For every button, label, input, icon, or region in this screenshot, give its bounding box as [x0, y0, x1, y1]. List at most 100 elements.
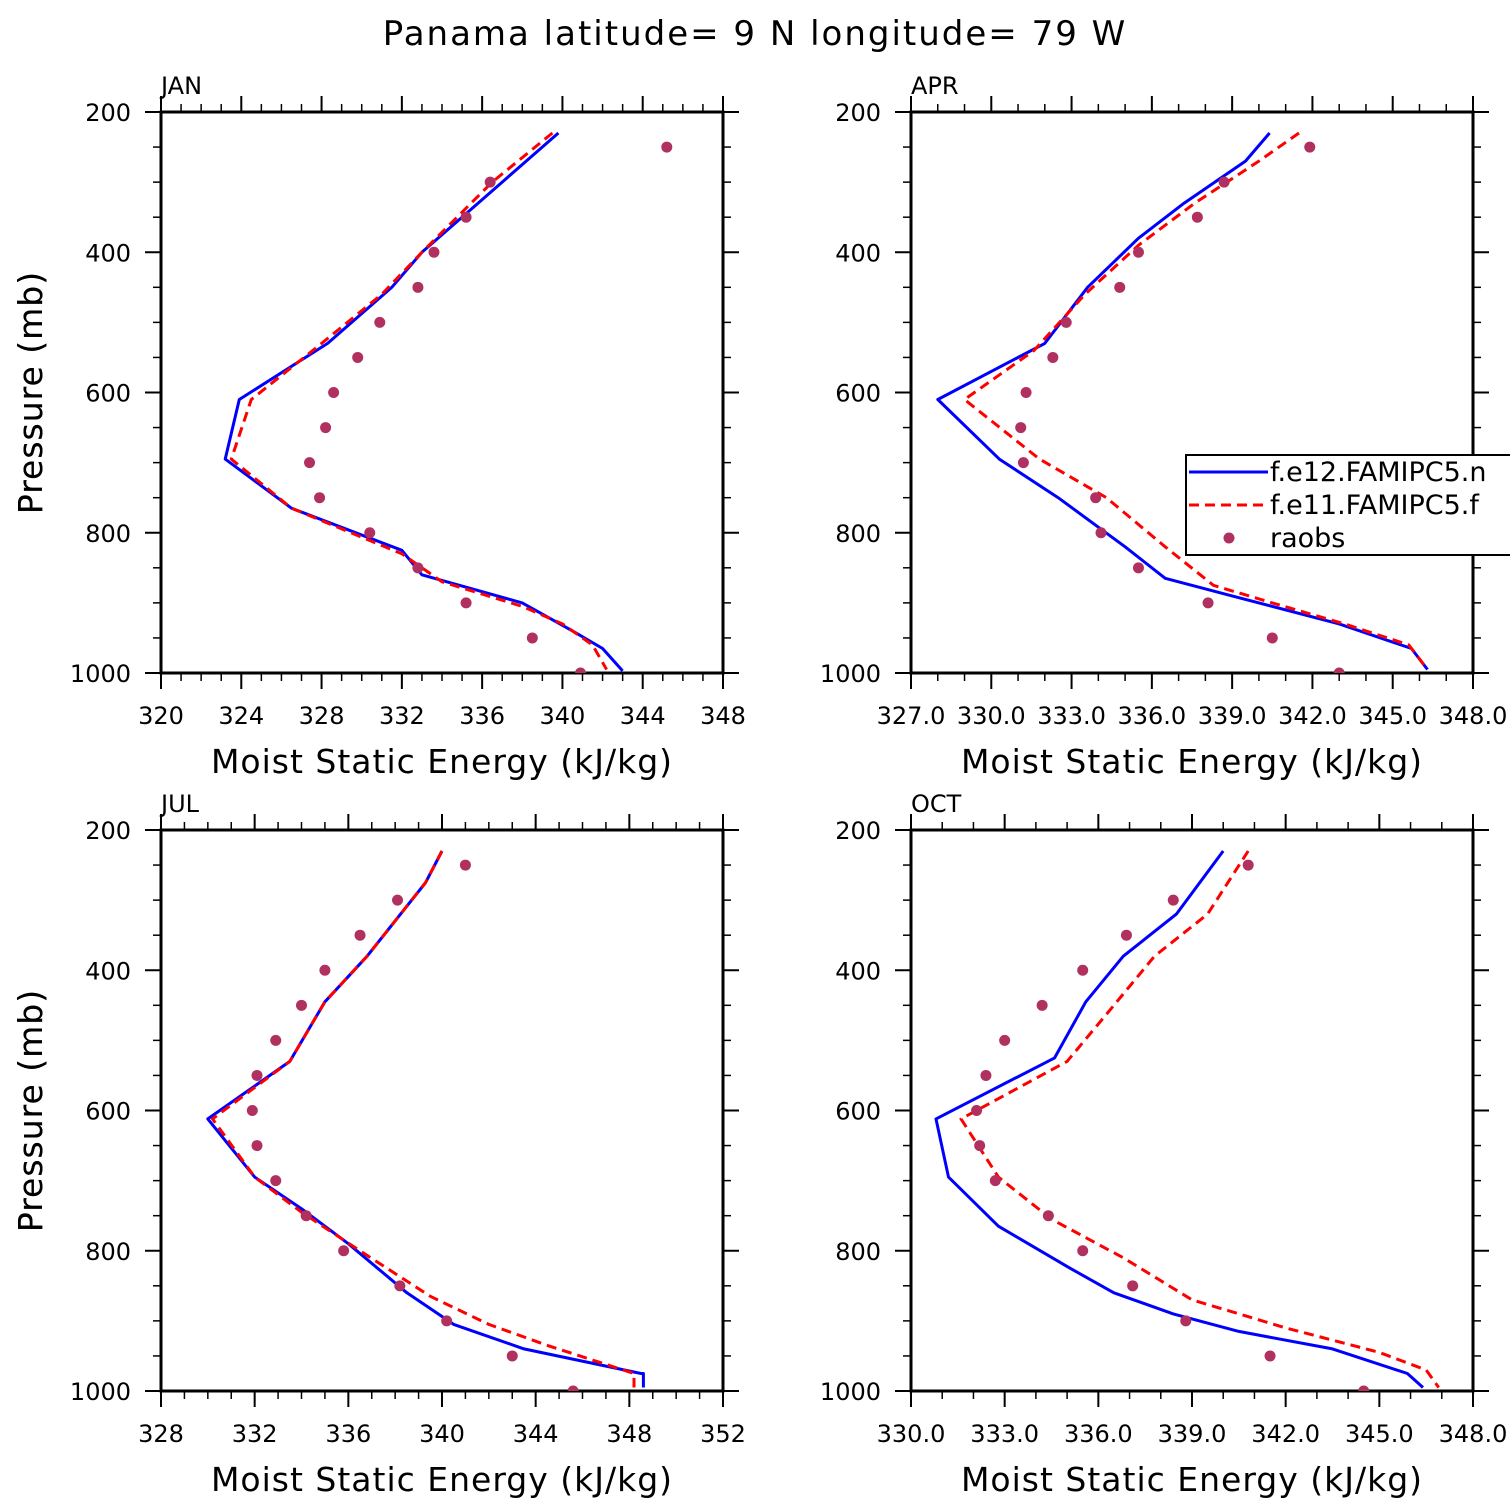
raobs-point — [1090, 492, 1102, 504]
x-tick-label: 348 — [700, 702, 746, 730]
x-tick-label: 348 — [606, 1420, 652, 1448]
raobs-point — [1266, 632, 1278, 644]
series-group — [934, 850, 1440, 1391]
raobs-point — [1060, 316, 1072, 328]
series-line-e11 — [963, 131, 1429, 671]
raobs-point — [999, 1034, 1011, 1046]
raobs-point — [364, 527, 376, 539]
x-tick-label: 336 — [459, 702, 505, 730]
legend-marker-raobs — [1223, 532, 1235, 544]
raobs-point — [428, 246, 440, 258]
x-tick-label: 330.0 — [957, 702, 1026, 730]
raobs-point — [460, 597, 472, 609]
raobs-point — [1127, 1280, 1139, 1292]
x-tick-label: 336 — [325, 1420, 371, 1448]
raobs-point — [352, 351, 364, 363]
raobs-point — [319, 964, 331, 976]
raobs-point — [1077, 1245, 1089, 1257]
raobs-point — [1132, 246, 1144, 258]
x-tick-label: 336.0 — [1117, 702, 1186, 730]
x-tick-label: 340 — [419, 1420, 465, 1448]
raobs-point — [251, 1140, 263, 1152]
y-tick-label: 200 — [835, 99, 881, 127]
raobs-point — [300, 1210, 312, 1222]
plot-frame — [909, 828, 1475, 1393]
y-axis-label: Pressure (mb) — [11, 271, 50, 514]
y-tick-label: 600 — [835, 380, 881, 408]
x-tick-label: 342.0 — [1278, 702, 1347, 730]
panels: 320 324 328 332 336 340 344 348 200 400 600 800 1000… — [11, 72, 1510, 1499]
raobs-point — [270, 1175, 282, 1187]
raobs-point — [1042, 1210, 1054, 1222]
x-axis-label: Moist Static Energy (kJ/kg) — [961, 742, 1423, 781]
raobs-point — [320, 422, 332, 434]
legend-label: f.e12.FAMIPC5.n — [1270, 457, 1486, 488]
panel-apr: 327.0 330.0 333.0 336.0 339.0 342.0 345.0 348.0… — [11, 72, 1507, 781]
x-tick-label: 348.0 — [1439, 702, 1508, 730]
raobs-point — [374, 316, 386, 328]
raobs-point — [1077, 964, 1089, 976]
raobs-point — [1191, 211, 1203, 223]
x-axis-label: Moist Static Energy (kJ/kg) — [211, 742, 673, 781]
x-tick-label: 327.0 — [877, 702, 946, 730]
x-tick-label: 333.0 — [970, 1420, 1039, 1448]
x-tick-label: 332 — [232, 1420, 278, 1448]
series-group — [936, 131, 1429, 673]
y-tick-label: 200 — [835, 817, 881, 845]
raobs-point — [989, 1175, 1001, 1187]
raobs-point — [1333, 667, 1345, 673]
series-line-e11 — [211, 850, 636, 1388]
x-axis-label: Moist Static Energy (kJ/kg) — [961, 1460, 1423, 1499]
y-tick-label: 400 — [835, 239, 881, 267]
raobs-point — [1264, 1350, 1276, 1362]
y-tick-label: 600 — [85, 380, 131, 408]
raobs-point — [661, 141, 673, 153]
x-tick-label: 345.0 — [1345, 1420, 1414, 1448]
raobs-point — [441, 1315, 453, 1327]
panel-oct: 330.0 333.0 336.0 339.0 342.0 345.0 348.0 200 40… — [11, 790, 1507, 1499]
plot-frame — [159, 110, 725, 675]
y-tick-label: 1000 — [70, 660, 131, 688]
panel-jul: 328 332 336 340 344 348 352 200 400 600 800 1000 JUL… — [11, 790, 746, 1499]
raobs-point — [1095, 527, 1107, 539]
raobs-point — [1036, 999, 1048, 1011]
x-tick-label: 342.0 — [1251, 1420, 1320, 1448]
raobs-point — [1120, 929, 1132, 941]
raobs-point — [460, 211, 472, 223]
y-tick-label: 600 — [85, 1098, 131, 1126]
raobs-point — [971, 1105, 983, 1116]
x-tick-label: 336.0 — [1064, 1420, 1133, 1448]
raobs-point — [574, 667, 586, 673]
x-tick-label: 332 — [379, 702, 425, 730]
series-line-e11 — [229, 131, 608, 671]
raobs-point — [251, 1069, 263, 1081]
y-tick-label: 400 — [835, 957, 881, 985]
series-line-e11 — [959, 850, 1440, 1389]
raobs-point — [1114, 281, 1126, 293]
y-tick-label: 800 — [85, 520, 131, 548]
y-tick-label: 800 — [835, 520, 881, 548]
x-tick-label: 352 — [700, 1420, 746, 1448]
raobs-point — [412, 281, 424, 293]
raobs-point — [270, 1034, 282, 1046]
x-tick-label: 324 — [218, 702, 264, 730]
raobs-point — [412, 562, 424, 574]
raobs-point — [526, 632, 538, 644]
raobs-point — [392, 894, 404, 906]
raobs-point — [1180, 1315, 1192, 1327]
y-tick-label: 1000 — [70, 1378, 131, 1406]
raobs-point — [328, 387, 340, 398]
raobs-point — [354, 929, 366, 941]
x-tick-label: 320 — [138, 702, 184, 730]
x-tick-label: 328 — [138, 1420, 184, 1448]
raobs-point — [1132, 562, 1144, 574]
raobs-point — [567, 1385, 579, 1391]
x-tick-label: 330.0 — [877, 1420, 946, 1448]
panel-title: JAN — [159, 72, 202, 100]
x-tick-label: 339.0 — [1158, 1420, 1227, 1448]
raobs-point — [296, 999, 307, 1011]
series-line-e12 — [223, 131, 624, 672]
x-axis-label: Moist Static Energy (kJ/kg) — [211, 1460, 673, 1499]
y-tick-label: 1000 — [820, 660, 881, 688]
